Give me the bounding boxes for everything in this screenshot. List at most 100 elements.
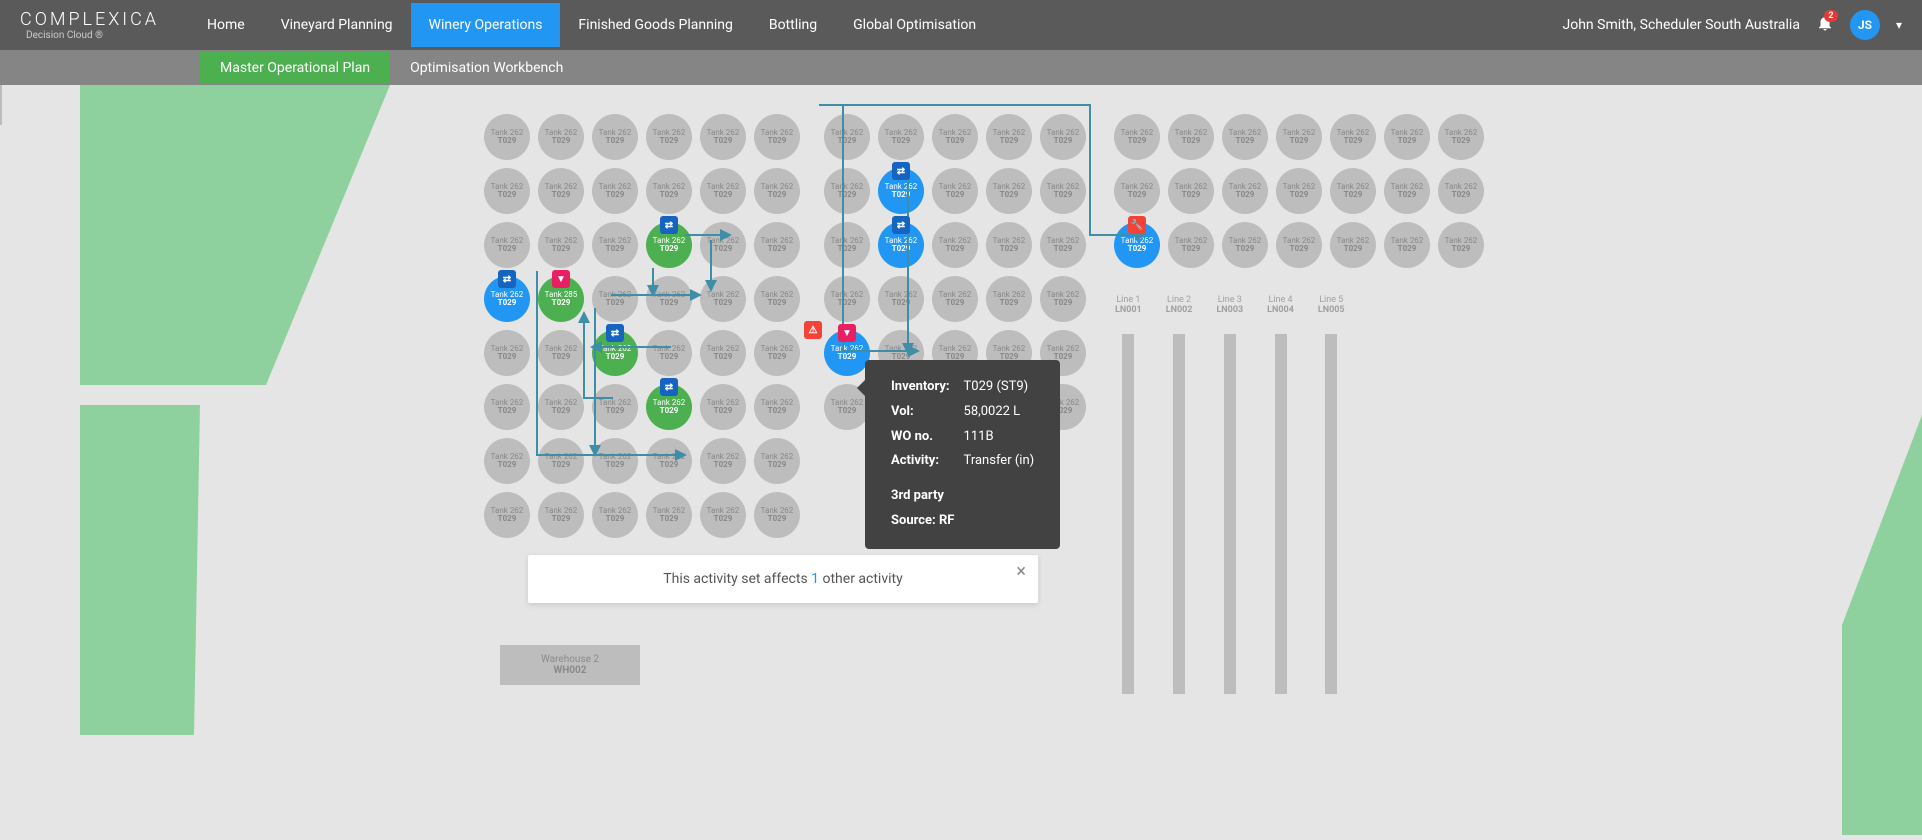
subnav-item-master-operational-plan[interactable]: Master Operational Plan	[200, 52, 390, 84]
tank[interactable]: Tank 262T029	[700, 168, 746, 214]
tank[interactable]: Tank 262T029	[932, 168, 978, 214]
tank[interactable]: Tank 262T029	[932, 222, 978, 268]
tank[interactable]: Tank 262T029	[824, 276, 870, 322]
tank[interactable]: Tank 262T029	[646, 438, 692, 484]
tank[interactable]: Tank 262T029	[1384, 114, 1430, 160]
tank[interactable]: Tank 262T029⇄	[646, 384, 692, 430]
tank[interactable]: Tank 262T029	[754, 168, 800, 214]
tank[interactable]: Tank 262T029	[986, 168, 1032, 214]
tank[interactable]: Tank 262T029	[592, 276, 638, 322]
tank[interactable]: Tank 262T029	[1114, 168, 1160, 214]
warehouse-block[interactable]: Warehouse 2 WH002	[500, 645, 640, 685]
tank[interactable]: Tank 262T029	[878, 276, 924, 322]
nav-item-vineyard-planning[interactable]: Vineyard Planning	[263, 3, 411, 47]
tank[interactable]: Tank 262T029	[1222, 114, 1268, 160]
tank[interactable]: Tank 262T029⇄	[484, 276, 530, 322]
tank[interactable]: Tank 262T029	[1330, 114, 1376, 160]
tank[interactable]: Tank 262T029	[592, 168, 638, 214]
tank[interactable]: Tank 262T029	[700, 114, 746, 160]
tank[interactable]: Tank 262T029	[592, 438, 638, 484]
tank[interactable]: Tank 262T029	[646, 276, 692, 322]
tank[interactable]: Tank 262T029	[1040, 222, 1086, 268]
tank[interactable]: Tank 262T029	[592, 114, 638, 160]
tank[interactable]: Tank 262T029	[1040, 114, 1086, 160]
tank[interactable]: Tank 262T029	[700, 492, 746, 538]
tank[interactable]: Tank 262T029	[538, 492, 584, 538]
tank[interactable]: Tank 262T029	[538, 330, 584, 376]
tank[interactable]: Tank 262T029⇄	[878, 222, 924, 268]
tank[interactable]: Tank 262T029	[754, 222, 800, 268]
tank[interactable]: Tank 262T029	[700, 384, 746, 430]
tank[interactable]: Tank 262T029	[1168, 114, 1214, 160]
tank[interactable]: Tank 262T029	[538, 222, 584, 268]
tank[interactable]: Tank 262T029	[484, 222, 530, 268]
tank[interactable]: Tank 262T029	[1276, 222, 1322, 268]
tank[interactable]: Tank 262T029	[700, 438, 746, 484]
plan-canvas[interactable]: Tank 262T029Tank 262T029Tank 262T029Tank…	[0, 85, 1922, 840]
user-menu-toggle[interactable]: ▾	[1896, 18, 1902, 32]
nav-item-winery-operations[interactable]: Winery Operations	[411, 3, 561, 47]
tank[interactable]: Tank 262T029	[538, 114, 584, 160]
nav-item-finished-goods-planning[interactable]: Finished Goods Planning	[560, 3, 750, 47]
tank[interactable]: Tank 262T029	[484, 330, 530, 376]
production-line[interactable]: Line 2LN002	[1166, 296, 1193, 694]
tank[interactable]: Tank 262T029	[484, 438, 530, 484]
tank[interactable]: Tank 262T029⇄	[592, 330, 638, 376]
tank[interactable]: Tank 262T029	[878, 114, 924, 160]
tank[interactable]: Tank 262T029	[1384, 222, 1430, 268]
tank[interactable]: Tank 262T029	[538, 438, 584, 484]
tank[interactable]: Tank 262T029	[646, 168, 692, 214]
tank[interactable]: Tank 262T029	[986, 276, 1032, 322]
production-line[interactable]: Line 3LN003	[1216, 296, 1243, 694]
subnav-item-optimisation-workbench[interactable]: Optimisation Workbench	[390, 52, 583, 84]
tank[interactable]: Tank 262T029	[1330, 168, 1376, 214]
tank[interactable]: Tank 262T029	[1276, 168, 1322, 214]
tank[interactable]: Tank 262T029	[646, 114, 692, 160]
tank[interactable]: Tank 262T029	[932, 276, 978, 322]
nav-item-global-optimisation[interactable]: Global Optimisation	[835, 3, 994, 47]
tank[interactable]: Tank 262T029	[646, 492, 692, 538]
tank[interactable]: Tank 262T029	[824, 114, 870, 160]
tank[interactable]: Tank 262T029	[592, 384, 638, 430]
tank[interactable]: Tank 262T029	[824, 222, 870, 268]
user-avatar[interactable]: JS	[1850, 10, 1880, 40]
tank[interactable]: Tank 262T029	[1384, 168, 1430, 214]
tank[interactable]: Tank 262T029	[986, 114, 1032, 160]
tank[interactable]: Tank 262T029	[754, 384, 800, 430]
tank[interactable]: Tank 262T029	[1168, 222, 1214, 268]
tank[interactable]: Tank 262T029	[484, 492, 530, 538]
tank[interactable]: Tank 262T029	[1330, 222, 1376, 268]
nav-item-home[interactable]: Home	[189, 3, 263, 47]
tank[interactable]: Tank 262T029	[700, 276, 746, 322]
tank[interactable]: Tank 262T029	[1040, 168, 1086, 214]
tank[interactable]: Tank 262T029	[754, 276, 800, 322]
tank[interactable]: Tank 262T029	[932, 114, 978, 160]
tank[interactable]: Tank 262T029	[484, 168, 530, 214]
tank[interactable]: Tank 262T029	[592, 222, 638, 268]
tank[interactable]: Tank 262T029	[754, 438, 800, 484]
tank[interactable]: Tank 262T029	[538, 168, 584, 214]
production-line[interactable]: Line 5LN005	[1318, 296, 1345, 694]
tank[interactable]: Tank 262T029	[824, 168, 870, 214]
tank[interactable]: Tank 262T029	[1438, 168, 1484, 214]
notifications-icon[interactable]: 2	[1816, 14, 1834, 37]
tank[interactable]: Tank 262T029	[484, 114, 530, 160]
notice-close-icon[interactable]: ×	[1016, 561, 1026, 582]
tank[interactable]: Tank 262T029	[538, 384, 584, 430]
tank[interactable]: Tank 262T029⇄	[646, 222, 692, 268]
tank[interactable]: Tank 262T029	[1222, 222, 1268, 268]
tank[interactable]: Tank 262T029	[1438, 114, 1484, 160]
tank[interactable]: Tank 262T029	[1276, 114, 1322, 160]
tank[interactable]: Tank 262T029	[1438, 222, 1484, 268]
tank[interactable]: Tank 262T029	[484, 384, 530, 430]
tank[interactable]: Tank 262T029	[754, 492, 800, 538]
tank[interactable]: Tank 262T029⇄	[878, 168, 924, 214]
tank[interactable]: Tank 262T029	[986, 222, 1032, 268]
tank[interactable]: Tank 262T029▼	[824, 330, 870, 376]
tank[interactable]: Tank 262T029	[1114, 114, 1160, 160]
tank[interactable]: Tank 262T029	[1222, 168, 1268, 214]
nav-item-bottling[interactable]: Bottling	[751, 3, 835, 47]
tank[interactable]: Tank 285T029▼	[538, 276, 584, 322]
production-line[interactable]: Line 1LN001	[1115, 296, 1142, 694]
tank[interactable]: Tank 262T029	[700, 222, 746, 268]
